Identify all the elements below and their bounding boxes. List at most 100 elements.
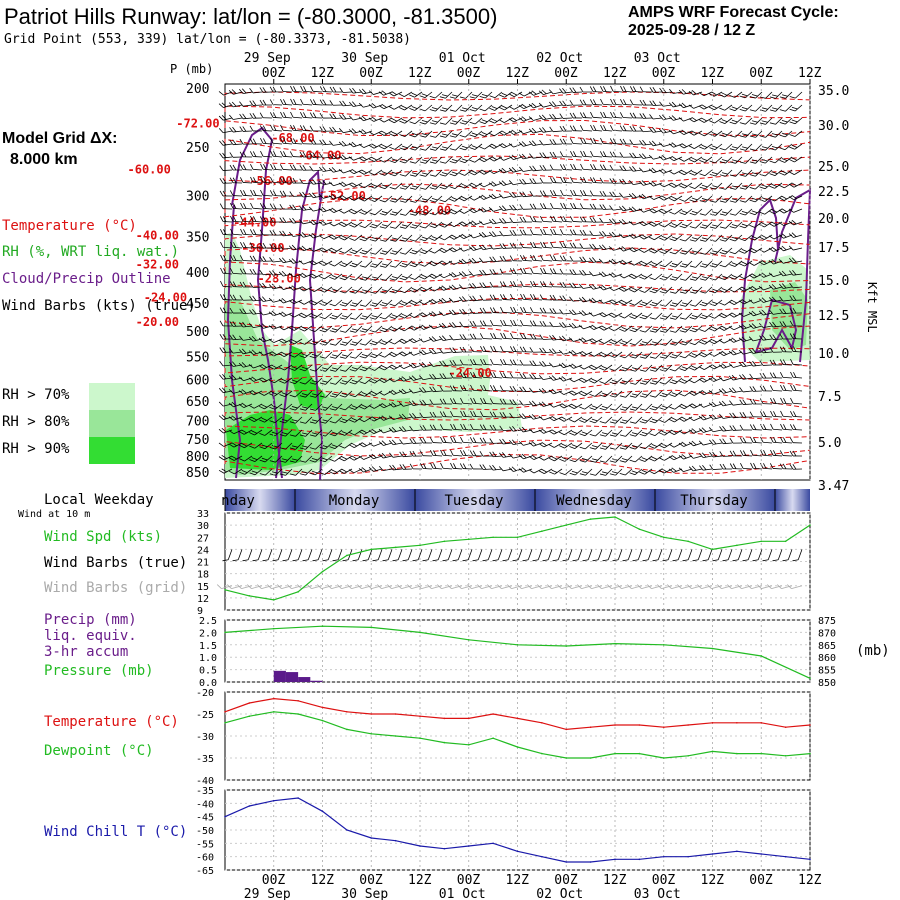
wind-barb-flag <box>290 124 294 131</box>
wind-barb-12-16 <box>339 299 353 307</box>
wind-barb-shaft <box>323 234 333 240</box>
wind-barb-0-1 <box>218 102 233 109</box>
wind-barb-flag <box>368 131 375 136</box>
wind-barb-shaft <box>223 429 233 434</box>
wind-barb-shaft <box>345 299 353 307</box>
wind-barb-flag2 <box>291 419 298 422</box>
wind-barb-flag <box>298 301 305 305</box>
wind-barb-flag2 <box>351 101 357 107</box>
wind-barb-shaft <box>353 182 363 188</box>
wind-barb-shaft <box>425 182 433 190</box>
wind-barb-16-9 <box>379 208 393 216</box>
forecast-cycle-label: AMPS WRF Forecast Cycle: <box>628 4 839 21</box>
wind-barb-shaft <box>223 468 233 474</box>
wind-barb-10-23 <box>319 390 333 398</box>
wind-barb-shaft <box>354 416 363 423</box>
wind-barb-flag2 <box>401 145 408 149</box>
wind-barb-shaft <box>343 117 353 120</box>
wind-barb-shaft <box>282 91 293 93</box>
wind-barb-shaft <box>302 90 313 93</box>
wind-barb-20-7 <box>419 182 433 190</box>
wind-barb-flag2 <box>261 457 268 461</box>
wind-barb-shaft <box>334 260 343 267</box>
wind-barb-flag2 <box>261 363 267 368</box>
wind-barb-16-4 <box>379 143 393 150</box>
wind-barb-shaft <box>294 390 303 398</box>
wind-barb-shaft <box>383 468 393 472</box>
wind-barb-flag <box>339 407 346 411</box>
wind-barb-shaft <box>325 377 333 385</box>
wind-barb-flag <box>399 187 406 190</box>
wind-barb-flag <box>338 223 345 228</box>
wind-barb-shaft <box>273 338 283 343</box>
wind-barb-flag <box>329 471 335 475</box>
wind-barb-shaft <box>294 364 303 371</box>
wind-barb-flag <box>348 129 354 134</box>
wind-barb-flag <box>219 140 224 146</box>
wind-barb-flag <box>329 408 336 411</box>
wind-barb-2-22 <box>238 376 253 382</box>
wind-barb-11-10 <box>328 221 343 227</box>
wind-barb-flag2 <box>341 315 348 318</box>
wind-barb-20-23 <box>419 387 433 393</box>
wind-barb-shaft <box>324 260 333 266</box>
wind-barb-flag2 <box>241 389 247 394</box>
wind-barb-flag <box>309 395 316 398</box>
wind-barb-3-1 <box>249 100 263 106</box>
pressure-label: Pressure (mb) <box>44 663 154 679</box>
wind-barb-flag2 <box>253 216 257 222</box>
wind-barb-2-16 <box>239 295 253 301</box>
wind-barb-shaft <box>395 286 403 294</box>
wind-barb-flag <box>249 459 256 462</box>
wind-barb-shaft <box>303 299 313 305</box>
wind-barb-shaft <box>562 169 573 171</box>
wind-barb-flag <box>409 148 416 151</box>
wind-barb-flag <box>279 177 284 183</box>
wind-barb-6-24 <box>279 403 293 411</box>
wind-barb-flag <box>359 330 366 333</box>
wind-barb-17-13 <box>389 260 403 268</box>
wind-barb-shaft <box>452 403 463 405</box>
wind-barb-flag <box>219 307 224 313</box>
wind-barb-flag2 <box>411 132 418 136</box>
wind-barb-12-21 <box>339 364 353 372</box>
wind-barb-21-25 <box>429 411 443 418</box>
wind-barb-flag <box>329 420 336 424</box>
wind-barb-flag <box>409 302 415 306</box>
wind-barb-shaft <box>292 103 303 106</box>
wind-barb-flag <box>238 362 244 368</box>
wind-chill-label: Wind Chill T (°C) <box>44 824 188 840</box>
wind-barb-flag <box>249 88 254 94</box>
wind-barb-shaft <box>425 169 433 177</box>
wind-barb-shaft <box>355 338 363 346</box>
wind-barb-0-9 <box>219 203 233 210</box>
wind-barb-0-13 <box>220 254 233 262</box>
wind-barb-flag <box>228 375 234 381</box>
wind-barb-flag <box>279 190 284 197</box>
wind-barb-flag2 <box>302 165 307 171</box>
wind-barb-16-29 <box>378 465 393 472</box>
wind-barb-flag <box>218 428 224 434</box>
wind-barb-shaft <box>405 169 413 177</box>
wind-barb-flag2 <box>421 312 427 316</box>
wind-barb-flag <box>388 92 395 97</box>
wind-barb-8-21 <box>299 364 313 372</box>
wind-barb-flag2 <box>321 206 327 212</box>
wind-barb-16-16 <box>379 299 393 307</box>
wind-barb-shaft <box>315 390 323 398</box>
wind-barb-flag <box>328 236 335 240</box>
wind-barb-5-2 <box>269 112 283 119</box>
wind-barb-shaft <box>303 247 313 252</box>
wind-barb-flag2 <box>301 313 308 317</box>
wind-barb-shaft <box>303 260 313 265</box>
wind-barb-flag <box>289 151 294 157</box>
wind-barb-flag2 <box>371 263 378 266</box>
wind-barb-flag <box>339 277 346 281</box>
wind-barb-flag <box>399 226 406 229</box>
wind-barb-flag2 <box>331 248 338 252</box>
wind-barb-flag <box>429 250 435 254</box>
wind-barb-shaft <box>344 455 353 462</box>
wind-barb-shaft <box>482 286 493 288</box>
wind-barb-flag <box>419 121 426 125</box>
wind-barb-shaft <box>302 182 313 185</box>
